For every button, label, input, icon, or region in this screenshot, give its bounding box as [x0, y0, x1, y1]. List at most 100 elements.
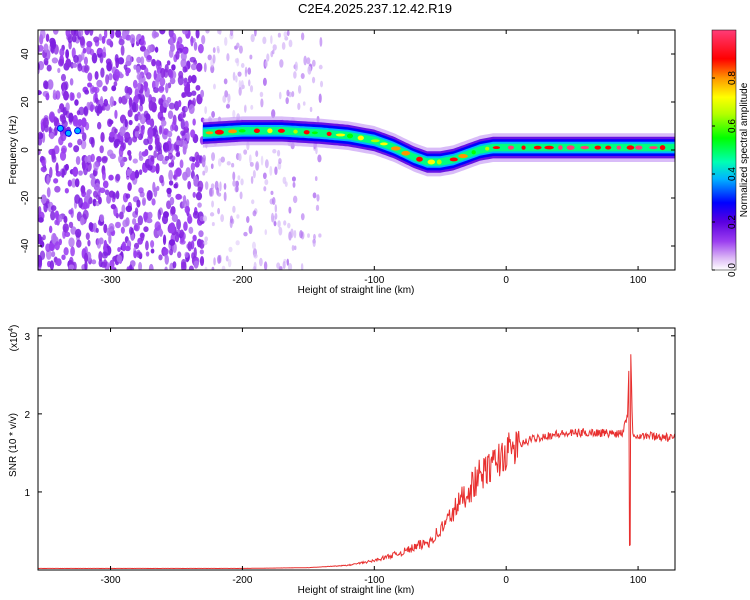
noise-speckle [226, 53, 230, 62]
colorbar-tick-label: 0.2 [727, 215, 738, 229]
noise-speckle [125, 54, 133, 66]
noise-speckle [270, 212, 275, 223]
noise-speckle [154, 137, 160, 147]
noise-speckle [138, 74, 143, 85]
noise-speckle [243, 231, 248, 237]
y-tick-label: -40 [20, 238, 31, 253]
noise-speckle [133, 250, 138, 259]
noise-speckle [162, 234, 167, 246]
noise-speckle [316, 194, 320, 202]
noise-speckle [84, 89, 90, 95]
noise-speckle [212, 47, 216, 54]
ridge-hotspot [427, 159, 436, 165]
noise-speckle [138, 187, 144, 194]
noise-speckle [317, 154, 322, 163]
noise-speckle [175, 50, 180, 60]
noise-speckle [226, 161, 231, 166]
noise-speckle [204, 165, 209, 174]
y-tick-label: -20 [20, 190, 31, 205]
noise-speckle [38, 233, 42, 245]
noise-speckle [292, 195, 298, 204]
noise-speckle [212, 54, 216, 64]
noise-speckle [145, 251, 150, 257]
snr-panel: -300 -200 -100 0 100 1 2 3 Height of straight … [8, 325, 676, 596]
noise-speckle [87, 72, 93, 82]
noise-speckle [210, 65, 215, 74]
noise-speckle [192, 191, 196, 198]
noise-speckle [162, 248, 169, 256]
x-tick-label: -100 [364, 275, 384, 286]
noise-speckle [213, 83, 216, 90]
noise-speckle [297, 85, 302, 94]
noise-speckle [139, 45, 147, 52]
noise-speckle [83, 56, 88, 66]
noise-speckle [286, 258, 289, 266]
noise-speckle [103, 223, 108, 234]
noise-speckle [168, 162, 175, 168]
noise-speckle [169, 43, 175, 52]
noise-speckle [87, 82, 93, 88]
noise-speckle [284, 181, 288, 187]
noise-speckle [39, 250, 46, 261]
noise-speckle [113, 81, 118, 87]
noise-speckle [104, 189, 110, 196]
ridge-hotspot [485, 146, 490, 151]
noise-speckle [225, 255, 229, 262]
noise-speckle [100, 67, 105, 78]
noise-speckle [285, 97, 289, 105]
noise-speckle [118, 96, 123, 104]
noise-speckle [134, 207, 139, 215]
noise-speckle [49, 132, 55, 140]
noise-speckle [49, 166, 53, 178]
noise-speckle [39, 30, 46, 40]
noise-speckle [154, 46, 159, 53]
noise-speckle [232, 109, 236, 119]
noise-speckle [182, 47, 189, 55]
noise-speckle [156, 185, 160, 191]
noise-speckle [249, 54, 253, 60]
noise-speckle [300, 73, 305, 79]
noise-speckle [123, 64, 128, 70]
noise-speckle [128, 97, 133, 107]
noise-speckle [169, 39, 174, 46]
noise-speckle [270, 35, 273, 45]
noise-speckle [127, 109, 133, 118]
noise-speckle [48, 225, 53, 234]
noise-speckle [237, 175, 241, 181]
ridge-hotspot [214, 129, 224, 135]
noise-speckle [249, 85, 254, 93]
noise-speckle [150, 155, 155, 162]
noise-speckle [45, 33, 50, 43]
noise-speckle [320, 80, 324, 88]
noise-speckle [94, 70, 99, 80]
noise-speckle [98, 251, 103, 262]
noise-speckle [121, 241, 127, 252]
noise-speckle [126, 168, 131, 177]
noise-speckle [55, 162, 59, 174]
x-tick-label: 100 [630, 575, 647, 586]
noise-speckle [82, 47, 87, 54]
noise-speckle [200, 89, 205, 98]
colorbar-label: Normalized spectral amplitude [739, 82, 750, 217]
noise-speckle [224, 90, 228, 95]
noise-speckle [65, 30, 71, 38]
noise-speckle [259, 257, 263, 267]
ridge-hotspot [458, 154, 468, 159]
noise-speckle [175, 144, 180, 152]
noise-speckle [174, 169, 180, 177]
noise-speckle [84, 260, 88, 270]
noise-speckle [81, 132, 87, 142]
noise-speckle [151, 198, 156, 206]
x-tick-label: -300 [101, 575, 121, 586]
noise-speckle [70, 226, 77, 235]
noise-speckle [61, 168, 65, 178]
noise-speckle [43, 80, 49, 90]
noise-speckle [182, 30, 189, 35]
noise-speckle [251, 241, 256, 250]
noise-speckle [175, 140, 182, 146]
noise-speckle [78, 170, 83, 176]
noise-speckle [120, 226, 125, 234]
noise-speckle [108, 174, 114, 181]
noise-speckle [240, 178, 244, 186]
noise-speckle [272, 196, 276, 206]
